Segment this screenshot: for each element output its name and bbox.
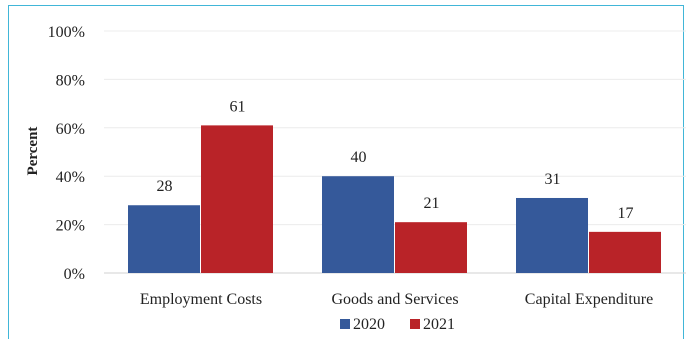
bar-2021-1: [395, 222, 467, 273]
bar-2020-0: [128, 205, 200, 273]
legend-label: 2020: [353, 316, 385, 333]
bar-2020-1: [322, 176, 394, 273]
y-axis: 0% 20% 40% 60% 80% 100%: [48, 24, 85, 283]
x-tick-label: Goods and Services: [331, 291, 458, 308]
bars: [128, 125, 661, 273]
x-tick-label: Employment Costs: [140, 291, 262, 308]
chart-frame: [8, 5, 684, 339]
y-tick-label: 40%: [56, 169, 85, 186]
y-tick-label: 20%: [56, 218, 85, 235]
legend: 2020 2021: [340, 316, 455, 333]
x-axis: Employment Costs Goods and Services Capita…: [140, 291, 653, 308]
y-tick-label: 80%: [56, 72, 85, 89]
y-tick-label: 60%: [56, 121, 85, 138]
data-label: 28: [157, 178, 173, 195]
legend-swatch-2020: [340, 319, 350, 329]
y-axis-title: Percent: [25, 127, 41, 176]
bar-2021-0: [201, 125, 273, 273]
bar-2020-2: [516, 197, 588, 273]
data-label: 17: [618, 205, 634, 222]
legend-swatch-2021: [410, 319, 420, 329]
data-label: 31: [545, 171, 561, 188]
data-label: 61: [230, 98, 246, 115]
data-label: 40: [351, 149, 367, 166]
y-tick-label: 100%: [48, 24, 85, 41]
data-labels: 28 61 40 21 31 17: [157, 98, 634, 221]
data-label: 21: [424, 195, 440, 212]
x-tick-label: Capital Expenditure: [525, 291, 653, 308]
legend-label: 2021: [423, 316, 455, 333]
bar-2021-2: [589, 231, 661, 273]
y-tick-label: 0%: [64, 266, 85, 283]
